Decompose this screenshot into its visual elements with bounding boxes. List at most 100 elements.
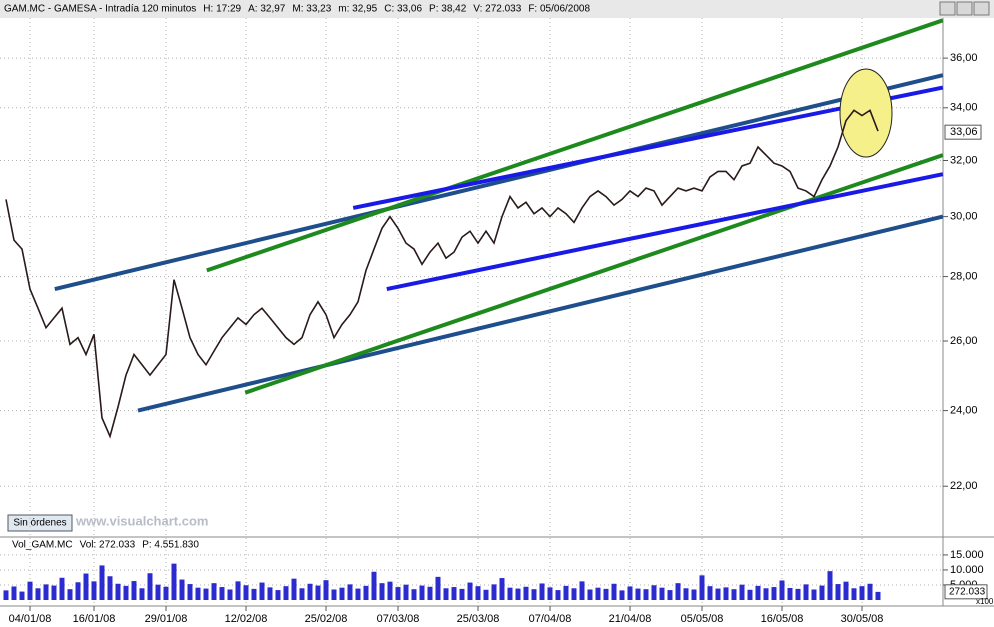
volume-bar (171, 563, 177, 600)
x-tick-label: 16/01/08 (73, 613, 116, 625)
volume-bar (131, 581, 137, 600)
volume-bar (155, 584, 161, 600)
volume-bar (27, 581, 33, 600)
volume-bar (587, 589, 593, 600)
volume-bar (571, 588, 577, 600)
volume-bar (675, 583, 681, 600)
volume-bar (787, 587, 793, 600)
watermark: www.visualchart.com (75, 513, 208, 528)
volume-bar (803, 584, 809, 600)
volume-bar (651, 585, 657, 600)
volume-bar (835, 584, 841, 600)
volume-bar (435, 576, 441, 600)
header-item: m: 32,95 (338, 4, 377, 15)
volume-bar (243, 585, 249, 600)
volume-bar (859, 586, 865, 600)
volume-bar (827, 571, 833, 600)
volume-bar (219, 587, 225, 600)
volume-bar (235, 581, 241, 600)
current-volume-tag (944, 584, 988, 600)
volume-bar (187, 584, 193, 600)
volume-bar (107, 576, 113, 600)
volume-bar (875, 591, 881, 600)
minimize-button[interactable] (939, 1, 956, 16)
volume-bar (491, 584, 497, 600)
volume-bar (483, 589, 489, 600)
volume-bar (499, 578, 505, 600)
volume-bar (51, 585, 57, 600)
volume-bar (67, 589, 73, 600)
volume-bar (363, 585, 369, 600)
trend-line (244, 153, 944, 395)
volume-header-item: P: 4.551.830 (142, 540, 199, 551)
volume-bar (779, 580, 785, 600)
volume-bar (635, 588, 641, 600)
volume-bar (643, 589, 649, 600)
volume-bar (611, 583, 617, 600)
y-tick-label: 36,00 (950, 52, 978, 64)
volume-bar (43, 584, 49, 600)
volume-bar (307, 583, 313, 600)
x-tick-label: 25/03/08 (457, 613, 500, 625)
y-tick-label: 28,00 (950, 270, 978, 282)
x-tick-label: 25/02/08 (305, 613, 348, 625)
volume-header-item: Vol: 272.033 (80, 540, 136, 551)
header-item: GAM.MC - GAMESA - Intradía 120 minutos (4, 4, 196, 15)
volume-bar (299, 588, 305, 600)
maximize-button[interactable] (956, 1, 973, 16)
volume-bar (459, 588, 465, 600)
orders-button[interactable] (7, 514, 73, 532)
trend-line (206, 18, 944, 273)
volume-header-item: Vol_GAM.MC (12, 540, 73, 551)
header-bar (0, 0, 994, 18)
trend-line (137, 214, 944, 413)
volume-bar (347, 584, 353, 600)
x-tick-label: 05/05/08 (681, 613, 724, 625)
volume-bar (667, 590, 673, 600)
volume-bar (467, 582, 473, 600)
volume-bar (579, 581, 585, 600)
y-tick-label: 26,00 (950, 335, 978, 347)
volume-bar (563, 585, 569, 600)
volume-bar (539, 583, 545, 600)
volume-bar (707, 586, 713, 600)
volume-bar (371, 571, 377, 600)
x-tick-label: 30/05/08 (841, 613, 884, 625)
volume-bar (315, 585, 321, 600)
volume-bar (851, 588, 857, 600)
volume-bar (427, 586, 433, 600)
x-tick-label: 07/03/08 (377, 613, 420, 625)
volume-bar (339, 587, 345, 600)
volume-bar (731, 589, 737, 600)
price-line (5, 109, 879, 439)
volume-bar (659, 587, 665, 600)
x-tick-label: 04/01/08 (9, 613, 52, 625)
volume-bar (723, 587, 729, 600)
volume-bar (747, 589, 753, 600)
volume-bar (59, 577, 65, 600)
volume-bar (3, 590, 9, 600)
volume-bar (819, 585, 825, 600)
volume-bar (739, 584, 745, 600)
volume-bar (259, 582, 265, 600)
volume-bar (595, 587, 601, 600)
volume-bar (267, 587, 273, 600)
y-tick-label: 10.000 (950, 564, 984, 576)
window-buttons[interactable] (939, 1, 990, 16)
volume-bar (755, 585, 761, 600)
orders-button-label[interactable]: Sin órdenes (13, 518, 66, 529)
volume-bar (403, 584, 409, 600)
volume-bar (763, 588, 769, 600)
close-button[interactable] (973, 1, 990, 16)
volume-bar (99, 565, 105, 600)
volume-bar (227, 589, 233, 600)
x-tick-label: 12/02/08 (225, 613, 268, 625)
current-price-tag (944, 124, 982, 140)
volume-bar (547, 587, 553, 600)
volume-bar (147, 573, 153, 600)
trend-line (54, 73, 944, 292)
volume-bar (795, 588, 801, 600)
x-tick-label: 21/04/08 (609, 613, 652, 625)
volume-bar (451, 587, 457, 600)
